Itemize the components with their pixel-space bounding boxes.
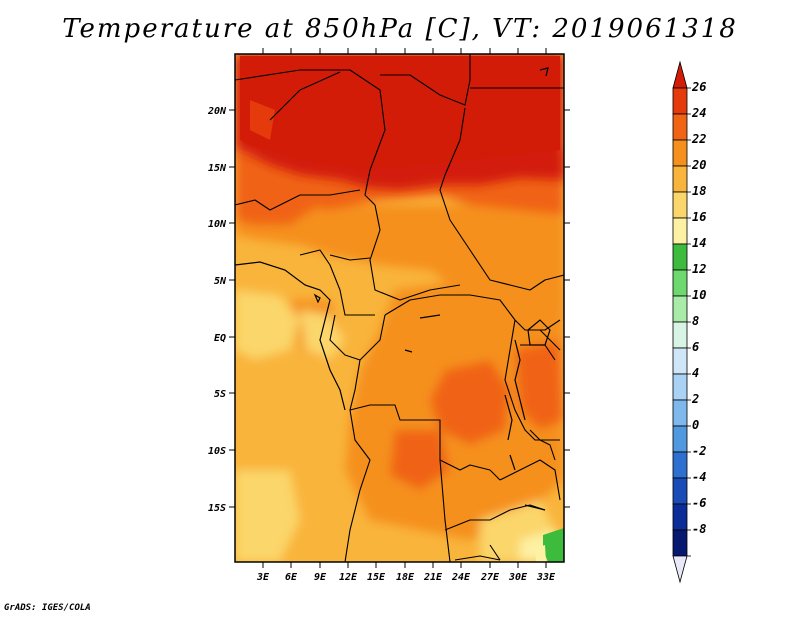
map-title: Temperature at 850hPa [C], VT: 201906131… [62, 14, 738, 44]
colorbar-segment [672, 217, 688, 245]
colorbar-label: 2 [691, 392, 699, 406]
colorbar-segment [672, 399, 688, 427]
colorbar-label: 6 [692, 340, 699, 354]
lat-label-eq: EQ [214, 333, 226, 344]
colorbar-label: -6 [692, 496, 706, 510]
colorbar-label: 22 [691, 132, 706, 146]
colorbar-label: 16 [692, 210, 706, 224]
colorbar-label: 4 [692, 366, 699, 380]
colorbar-label: 26 [691, 80, 706, 94]
colorbar-segment [672, 295, 688, 323]
colorbar-segment [672, 529, 688, 557]
colorbar-label: 10 [692, 288, 706, 302]
lon-label-24e: 24E [451, 572, 471, 583]
colorbar-label: -8 [692, 522, 706, 536]
colorbar-label: 14 [692, 236, 706, 250]
lon-label-9e: 9E [314, 572, 327, 583]
colorbar [672, 60, 691, 584]
lon-label-30e: 30E [508, 572, 528, 583]
lat-label-5s: 5S [214, 389, 226, 400]
longitude-ticks [262, 48, 547, 568]
temperature-field [235, 54, 564, 562]
colorbar-segment [672, 477, 688, 505]
lon-label-15e: 15E [367, 572, 386, 583]
colorbar-label: 12 [692, 262, 706, 276]
lat-label-10n: 10N [208, 219, 227, 230]
colorbar-segment [672, 139, 688, 167]
colorbar-label: 24 [691, 106, 706, 120]
lat-label-20n: 20N [207, 106, 227, 117]
colorbar-segment [672, 425, 688, 453]
lat-label-10s: 10S [208, 446, 226, 457]
colorbar-label: 8 [692, 314, 699, 328]
colorbar-label: -4 [692, 470, 706, 484]
colorbar-segment [672, 269, 688, 297]
latitude-ticks [229, 109, 570, 508]
colorbar-labels: 26 24 22 20 18 16 14 12 10 8 6 4 2 0 -2 … [691, 80, 706, 536]
colorbar-top-arrow [672, 60, 688, 89]
lon-label-3e: 3E [256, 572, 270, 583]
colorbar-segment [672, 165, 688, 193]
lon-label-18e: 18E [396, 572, 415, 583]
colorbar-label: 0 [692, 418, 699, 432]
colorbar-label: -2 [692, 444, 706, 458]
colorbar-segment [672, 243, 688, 271]
colorbar-bottom-arrow [672, 555, 688, 584]
colorbar-segment [672, 113, 688, 141]
colorbar-segment [672, 87, 688, 115]
lon-label-27e: 27E [480, 572, 500, 583]
colorbar-segment [672, 321, 688, 349]
colorbar-segment [672, 503, 688, 531]
lon-label-12e: 12E [339, 572, 358, 583]
colorbar-label: 20 [691, 158, 706, 172]
lon-label-21e: 21E [423, 572, 443, 583]
colorbar-label: 18 [692, 184, 706, 198]
grads-credit: GrADS: IGES/COLA [4, 603, 91, 613]
colorbar-segment [672, 347, 688, 375]
lat-label-15n: 15N [208, 163, 227, 174]
latitude-labels: 20N 15N 10N 5N EQ 5S 10S 15S [207, 106, 227, 514]
colorbar-segment [672, 191, 688, 219]
colorbar-segment [672, 451, 688, 479]
lon-label-6e: 6E [285, 572, 298, 583]
map-frame [234, 53, 565, 563]
lat-label-5n: 5N [214, 276, 227, 287]
lat-label-15s: 15S [208, 503, 226, 514]
longitude-labels: 3E 6E 9E 12E 15E 18E 21E 24E 27E 30E 33E [256, 572, 556, 583]
colorbar-segment [672, 373, 688, 401]
lon-label-33e: 33E [536, 572, 556, 583]
